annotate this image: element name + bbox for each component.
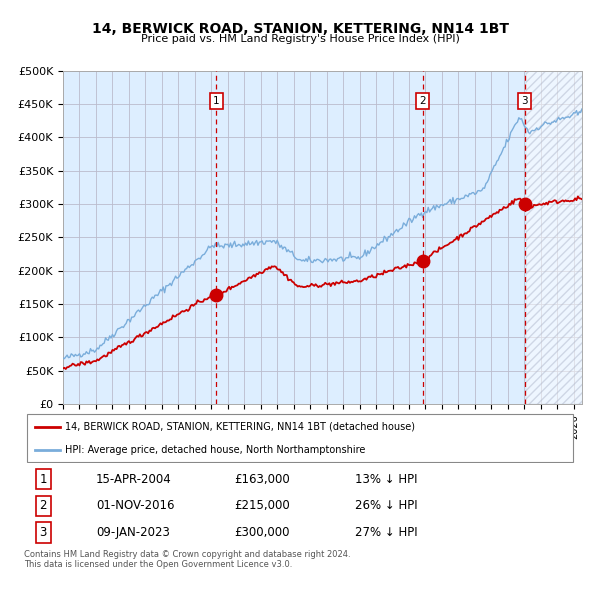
Text: £215,000: £215,000	[234, 499, 290, 513]
Text: 27% ↓ HPI: 27% ↓ HPI	[355, 526, 418, 539]
Text: 14, BERWICK ROAD, STANION, KETTERING, NN14 1BT (detached house): 14, BERWICK ROAD, STANION, KETTERING, NN…	[65, 421, 415, 431]
FancyBboxPatch shape	[27, 414, 573, 462]
Text: Contains HM Land Registry data © Crown copyright and database right 2024.
This d: Contains HM Land Registry data © Crown c…	[24, 550, 350, 569]
Text: Price paid vs. HM Land Registry's House Price Index (HPI): Price paid vs. HM Land Registry's House …	[140, 34, 460, 44]
Text: 14, BERWICK ROAD, STANION, KETTERING, NN14 1BT: 14, BERWICK ROAD, STANION, KETTERING, NN…	[91, 22, 509, 37]
Text: 1: 1	[40, 473, 47, 486]
Text: 09-JAN-2023: 09-JAN-2023	[96, 526, 170, 539]
Text: 26% ↓ HPI: 26% ↓ HPI	[355, 499, 418, 513]
Text: £163,000: £163,000	[234, 473, 290, 486]
Text: 1: 1	[213, 96, 220, 106]
Text: 13% ↓ HPI: 13% ↓ HPI	[355, 473, 418, 486]
Text: £300,000: £300,000	[234, 526, 289, 539]
Text: 01-NOV-2016: 01-NOV-2016	[96, 499, 174, 513]
Text: HPI: Average price, detached house, North Northamptonshire: HPI: Average price, detached house, Nort…	[65, 445, 366, 455]
Text: 3: 3	[40, 526, 47, 539]
Text: 15-APR-2004: 15-APR-2004	[96, 473, 172, 486]
Text: 2: 2	[419, 96, 426, 106]
Text: 3: 3	[521, 96, 528, 106]
Text: 2: 2	[40, 499, 47, 513]
